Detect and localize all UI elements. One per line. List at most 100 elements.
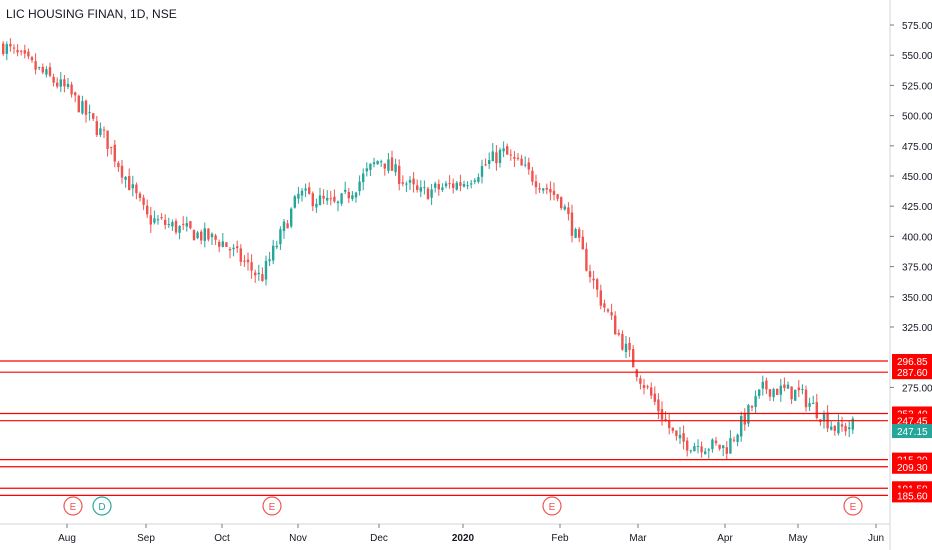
candle bbox=[437, 179, 440, 196]
candle bbox=[261, 267, 264, 282]
candle bbox=[84, 99, 88, 123]
earnings-event-icon[interactable]: E bbox=[542, 496, 562, 516]
y-tick-label: 425.00 bbox=[902, 202, 932, 213]
candle bbox=[243, 255, 246, 267]
candle bbox=[686, 437, 689, 457]
candle bbox=[567, 202, 570, 221]
candle bbox=[801, 384, 804, 395]
candle bbox=[671, 427, 674, 434]
candle bbox=[304, 183, 307, 198]
candle bbox=[812, 395, 815, 405]
candle bbox=[416, 179, 419, 193]
candle bbox=[815, 393, 818, 420]
candle bbox=[639, 375, 642, 390]
event-letter: E bbox=[850, 502, 857, 513]
candle bbox=[794, 389, 797, 401]
y-tick-label: 375.00 bbox=[902, 263, 932, 274]
candle bbox=[621, 330, 624, 351]
candle bbox=[808, 397, 811, 412]
candle bbox=[138, 191, 142, 202]
candle bbox=[362, 168, 365, 191]
candle bbox=[214, 233, 217, 245]
candle bbox=[560, 196, 563, 211]
candle bbox=[826, 405, 829, 433]
candle bbox=[408, 175, 412, 191]
candle bbox=[646, 384, 649, 390]
candle bbox=[88, 104, 91, 121]
candle bbox=[333, 189, 336, 204]
candle bbox=[340, 192, 343, 206]
candle bbox=[790, 386, 793, 405]
candle bbox=[513, 151, 516, 168]
price-level-badge bbox=[892, 459, 932, 474]
candle bbox=[272, 239, 275, 265]
candle bbox=[124, 176, 127, 188]
candle bbox=[117, 161, 120, 172]
candle bbox=[66, 77, 70, 90]
candle bbox=[668, 414, 671, 435]
candle bbox=[844, 422, 847, 436]
candle bbox=[351, 191, 354, 202]
candle bbox=[606, 308, 610, 313]
candle bbox=[20, 49, 23, 56]
price-axis[interactable]: 575.00 550.00 525.00 500.00 475.00 450.00 425.… bbox=[889, 0, 932, 550]
candle bbox=[387, 152, 390, 174]
candle bbox=[74, 91, 77, 103]
candle bbox=[185, 216, 188, 232]
candle bbox=[459, 174, 462, 192]
candle bbox=[225, 242, 228, 248]
candle bbox=[700, 441, 703, 458]
candle bbox=[192, 229, 196, 241]
candle bbox=[722, 445, 725, 457]
price-level-label: 287.60 bbox=[897, 368, 928, 379]
candle bbox=[275, 240, 278, 250]
candle bbox=[318, 187, 322, 206]
candle bbox=[596, 277, 599, 298]
x-tick-label: Dec bbox=[370, 533, 388, 544]
candle bbox=[210, 232, 214, 246]
candle bbox=[41, 63, 44, 75]
candle bbox=[390, 150, 394, 171]
candle bbox=[477, 173, 480, 184]
candle bbox=[570, 204, 574, 243]
candle bbox=[5, 41, 8, 61]
candle bbox=[268, 252, 271, 267]
candle bbox=[484, 158, 487, 167]
candle bbox=[257, 264, 260, 281]
candle bbox=[804, 385, 808, 412]
event-letter: E bbox=[70, 502, 77, 513]
candle bbox=[729, 430, 732, 454]
candle bbox=[221, 232, 224, 248]
earnings-event-icon[interactable]: E bbox=[262, 496, 282, 516]
candle bbox=[52, 73, 55, 87]
candle bbox=[509, 149, 512, 161]
candle bbox=[228, 246, 232, 259]
candle bbox=[696, 439, 700, 454]
candle bbox=[347, 188, 350, 203]
candle bbox=[603, 299, 606, 313]
candle bbox=[588, 264, 592, 283]
candle bbox=[581, 230, 584, 250]
candle bbox=[322, 189, 325, 205]
candle bbox=[549, 181, 552, 201]
time-axis[interactable]: Aug Sep Oct Nov Dec 2020 Feb Mar Apr May Jun bbox=[0, 523, 890, 544]
candle bbox=[455, 181, 458, 191]
earnings-event-icon[interactable]: E bbox=[63, 496, 83, 516]
candle bbox=[207, 228, 210, 242]
candle bbox=[365, 162, 368, 177]
candle bbox=[329, 190, 332, 206]
y-tick-label: 475.00 bbox=[902, 142, 932, 153]
earnings-event-icon[interactable]: E bbox=[843, 496, 863, 516]
candle bbox=[545, 183, 548, 195]
candle bbox=[552, 182, 556, 201]
candle bbox=[16, 44, 19, 57]
candle bbox=[189, 220, 192, 230]
candle bbox=[59, 72, 62, 93]
candle bbox=[232, 243, 235, 257]
event-letter: E bbox=[549, 502, 556, 513]
candle bbox=[765, 377, 768, 394]
candle bbox=[27, 48, 30, 60]
candle bbox=[574, 227, 577, 239]
dividend-event-icon[interactable]: D bbox=[92, 496, 112, 516]
